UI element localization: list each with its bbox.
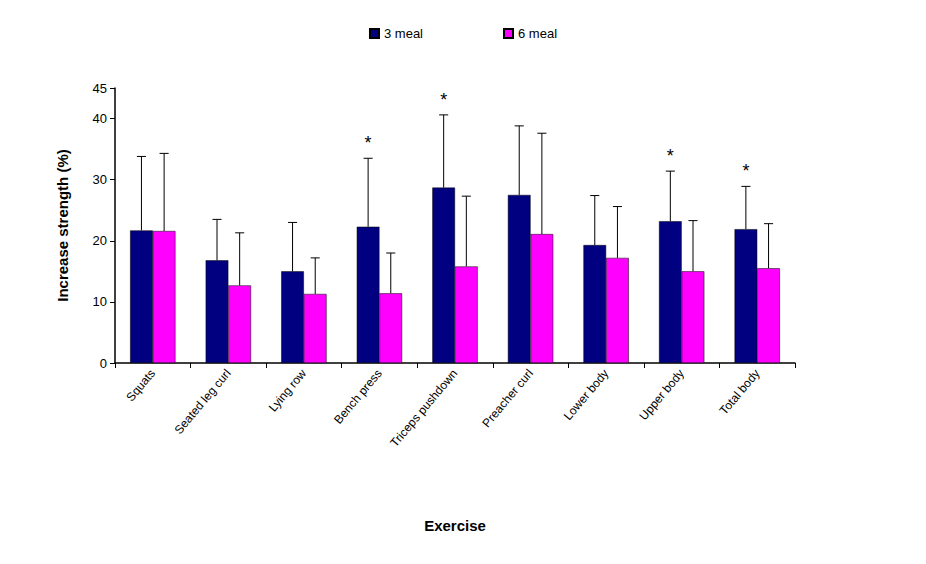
svg-text:Total body: Total body bbox=[717, 366, 763, 417]
svg-text:0: 0 bbox=[100, 356, 107, 371]
svg-text:Preacher curl: Preacher curl bbox=[479, 366, 536, 430]
svg-text:Seated leg curl: Seated leg curl bbox=[171, 366, 233, 436]
svg-text:Upper body: Upper body bbox=[636, 366, 687, 423]
svg-text:Triceps pushdown: Triceps pushdown bbox=[387, 366, 460, 449]
svg-text:6 meal: 6 meal bbox=[518, 26, 557, 41]
svg-text:20: 20 bbox=[93, 233, 107, 248]
svg-text:3 meal: 3 meal bbox=[384, 26, 423, 41]
svg-text:Squats: Squats bbox=[123, 366, 158, 404]
svg-text:Bench press: Bench press bbox=[331, 366, 385, 426]
svg-text:*: * bbox=[440, 90, 447, 110]
svg-text:*: * bbox=[667, 146, 674, 166]
svg-text:Lying row: Lying row bbox=[266, 366, 310, 414]
svg-text:Exercise: Exercise bbox=[424, 517, 486, 534]
svg-text:45: 45 bbox=[93, 81, 107, 96]
svg-text:*: * bbox=[742, 161, 749, 181]
svg-text:30: 30 bbox=[93, 172, 107, 187]
svg-text:*: * bbox=[365, 133, 372, 153]
svg-text:Lower body: Lower body bbox=[561, 366, 612, 423]
svg-text:40: 40 bbox=[93, 111, 107, 126]
svg-text:10: 10 bbox=[93, 294, 107, 309]
svg-text:Increase strength (%): Increase strength (%) bbox=[54, 149, 71, 302]
